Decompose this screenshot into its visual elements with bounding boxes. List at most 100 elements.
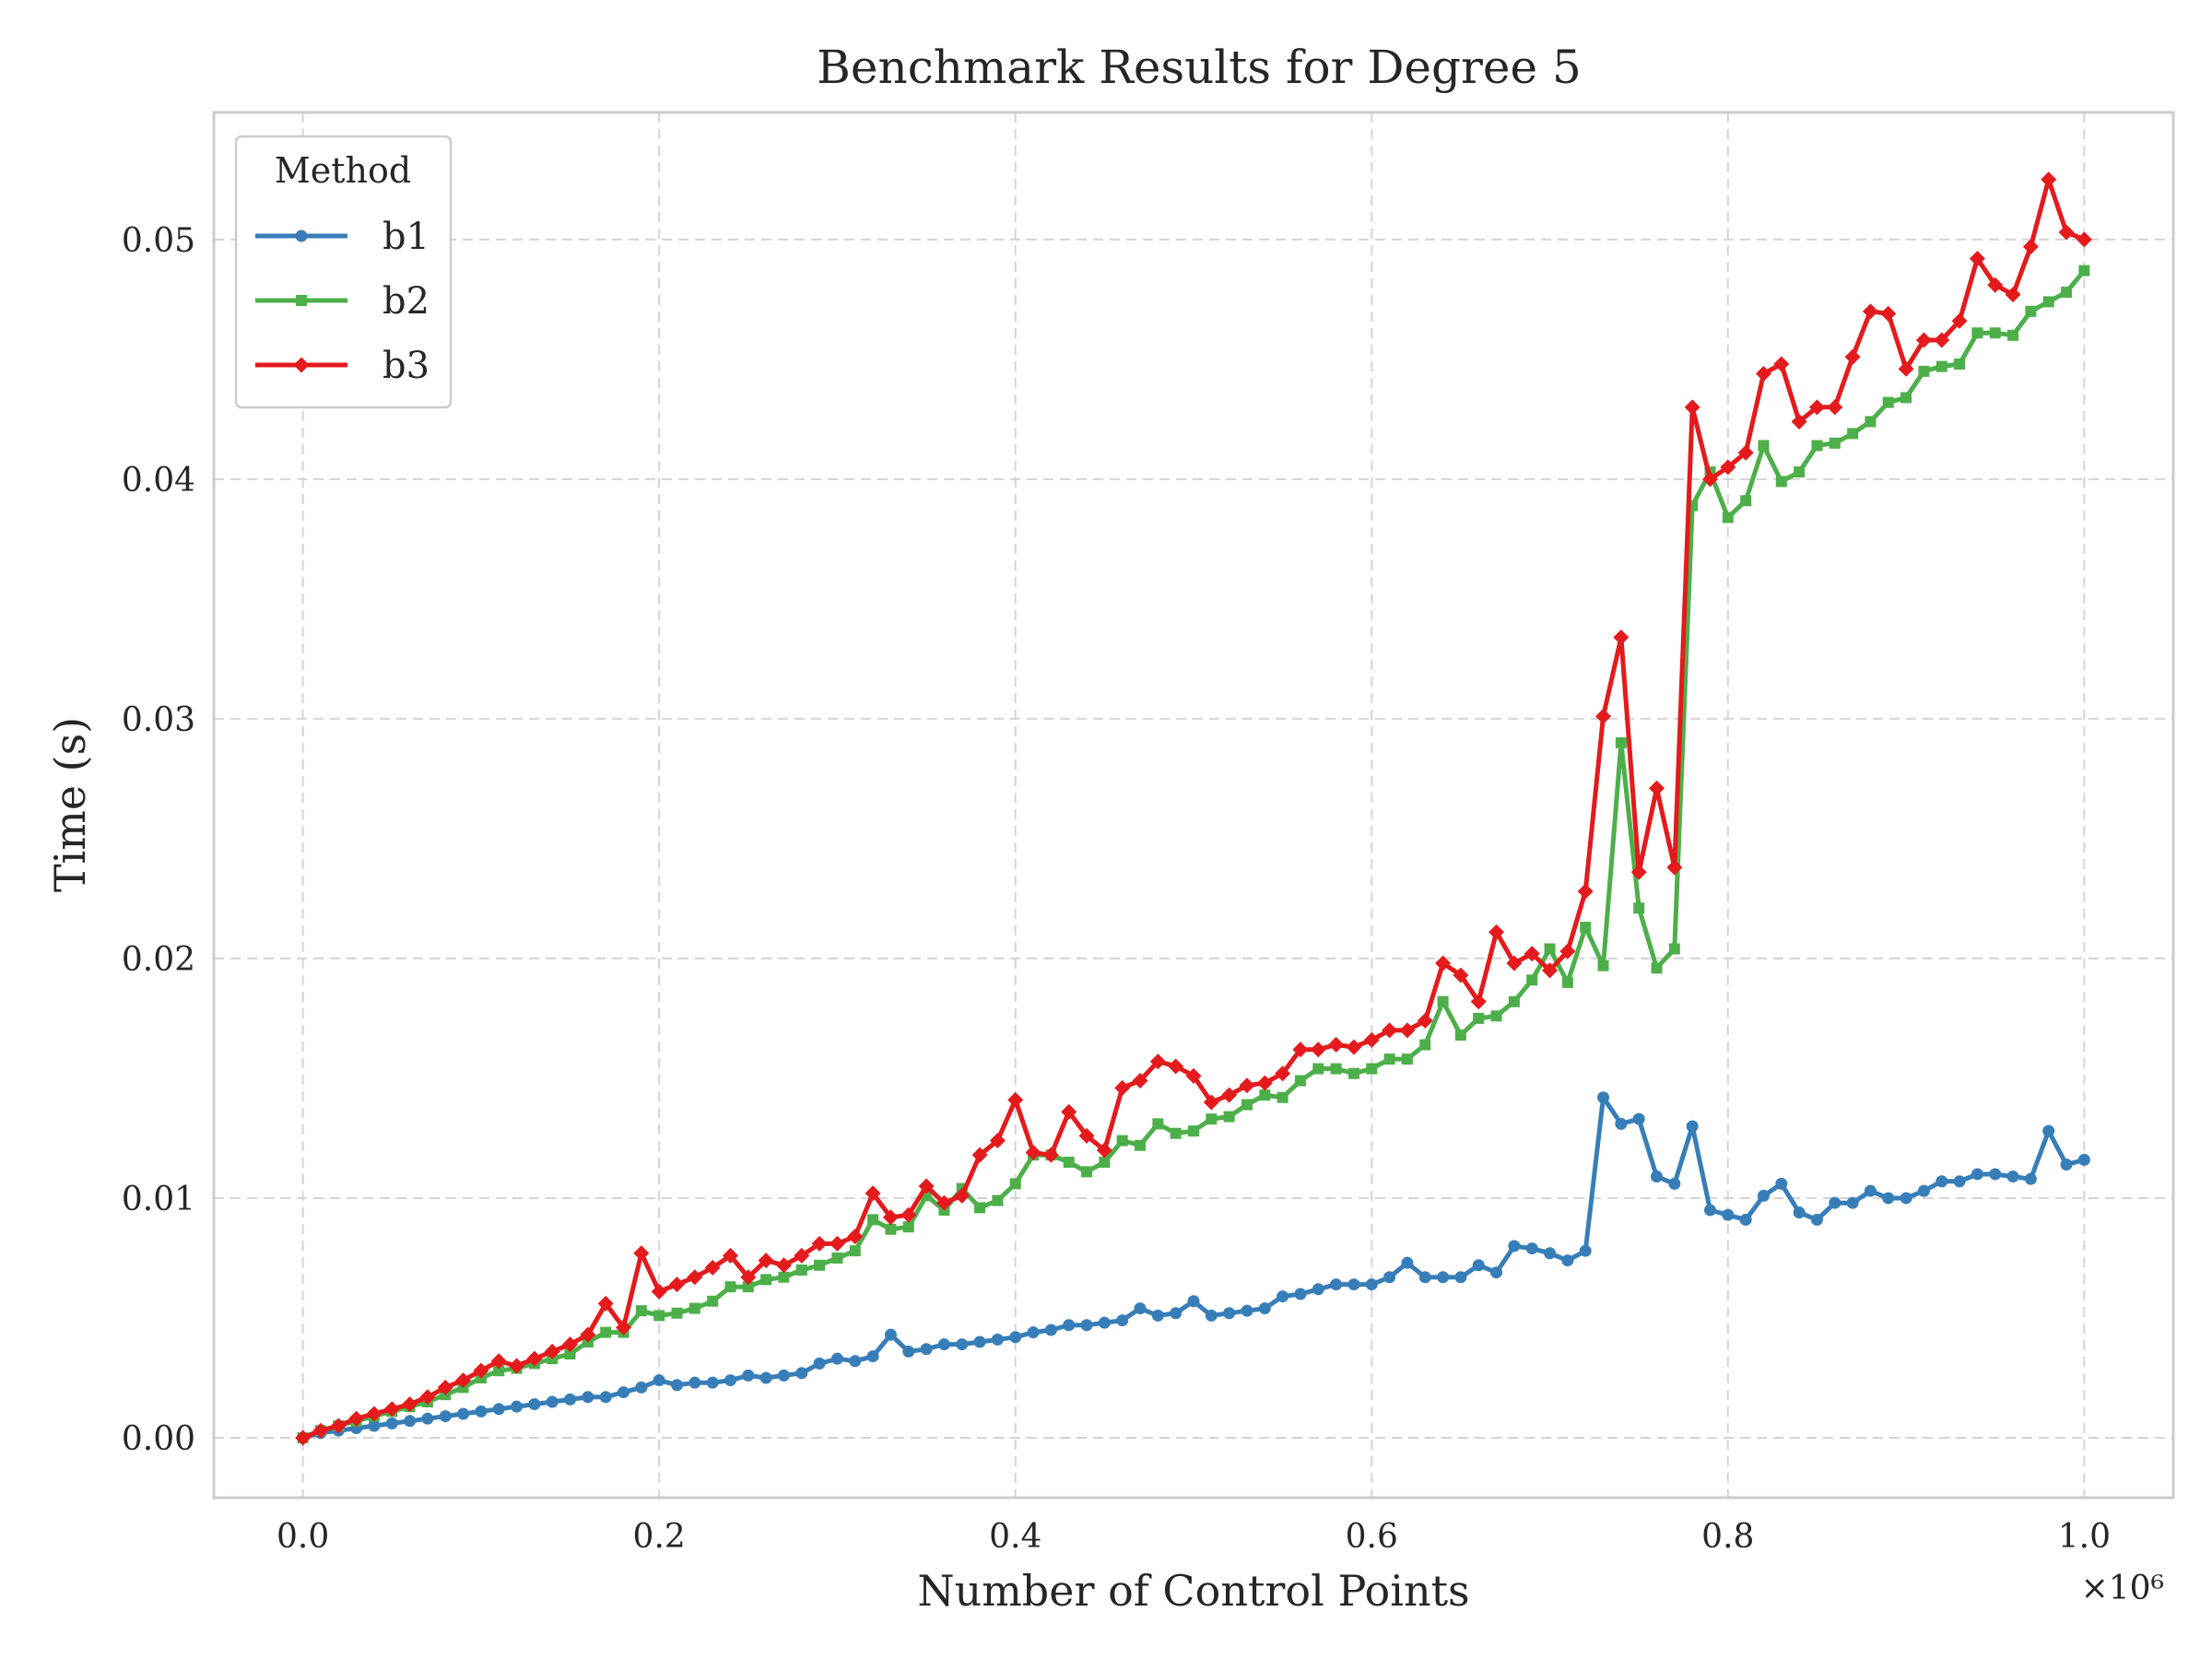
- data-point-b2: [2007, 329, 2019, 341]
- data-point-b3: [1328, 1037, 1345, 1053]
- data-point-b3: [1898, 360, 1914, 377]
- data-point-b2: [1971, 327, 1983, 339]
- data-point-b3: [1256, 1075, 1273, 1091]
- tick-labels: 0.0 0.2 0.4 0.6 0.8 1.0 0.00 0.01 0.02 0.03 0.04 0.…: [122, 222, 2111, 1556]
- data-point-b1: [1063, 1319, 1076, 1332]
- data-point-b3: [295, 1430, 312, 1446]
- data-point-b3: [1630, 864, 1647, 880]
- data-point-b3: [1185, 1067, 1202, 1084]
- data-point-b1: [724, 1374, 736, 1387]
- data-point-b1: [599, 1391, 612, 1404]
- data-point-b3: [935, 1194, 952, 1211]
- data-point-b3: [1363, 1031, 1380, 1048]
- data-point-b2: [1383, 1053, 1395, 1065]
- data-point-b1: [1651, 1171, 1664, 1183]
- data-point-b1: [404, 1415, 417, 1428]
- data-point-b2: [795, 1264, 807, 1276]
- legend-title: Method: [275, 150, 411, 191]
- data-point-b3: [473, 1362, 489, 1379]
- data-point-b3: [1951, 312, 1968, 329]
- legend-entry-b1: b1: [255, 216, 429, 258]
- data-point-b1: [1401, 1256, 1414, 1269]
- data-point-b2: [742, 1281, 754, 1293]
- data-point-b2: [1794, 466, 1806, 478]
- data-point-b1: [1900, 1192, 1912, 1205]
- data-point-b2: [1758, 440, 1770, 452]
- data-point-b1: [1258, 1302, 1271, 1315]
- data-point-b2: [2042, 296, 2054, 308]
- data-point-b1: [706, 1376, 719, 1389]
- data-point-b2: [688, 1302, 700, 1314]
- data-point-b1: [973, 1335, 986, 1348]
- data-point-b3: [1524, 946, 1540, 962]
- data-point-b3: [722, 1247, 738, 1264]
- data-point-b3: [348, 1410, 365, 1427]
- x-tick-label: 0.4: [989, 1518, 1041, 1556]
- data-point-b1: [492, 1403, 505, 1416]
- data-point-b3: [1292, 1041, 1309, 1058]
- data-point-b1: [546, 1395, 559, 1408]
- data-point-b3: [1453, 967, 1469, 983]
- data-point-b3: [954, 1187, 971, 1204]
- data-point-b2: [1882, 396, 1894, 408]
- data-point-b1: [759, 1371, 772, 1384]
- y-tick-label: 0.00: [122, 1420, 195, 1458]
- data-point-b3: [437, 1379, 453, 1395]
- data-point-b2: [1954, 359, 1966, 371]
- data-point-b3: [1221, 1087, 1238, 1103]
- data-point-b1: [1597, 1091, 1610, 1104]
- data-point-b3: [509, 1358, 525, 1374]
- data-point-b1: [1579, 1244, 1592, 1257]
- data-point-b1: [920, 1343, 933, 1356]
- data-point-b3: [633, 1245, 650, 1262]
- data-point-b3: [580, 1326, 596, 1343]
- data-point-b2: [707, 1295, 719, 1307]
- data-point-b1: [1027, 1326, 1040, 1339]
- data-point-b3: [829, 1235, 845, 1252]
- data-point-b1: [1472, 1259, 1485, 1272]
- data-point-b1: [1917, 1184, 1930, 1197]
- data-point-b3: [1542, 962, 1559, 979]
- x-axis-offset-label: ×10⁶: [2081, 1570, 2164, 1607]
- data-point-b3: [2058, 224, 2075, 241]
- data-point-b1: [1418, 1271, 1431, 1284]
- data-point-b2: [600, 1326, 612, 1338]
- data-point-b1: [635, 1381, 648, 1394]
- data-point-b2: [1473, 1012, 1485, 1024]
- data-point-b3: [2076, 231, 2092, 248]
- data-point-b3: [1061, 1103, 1077, 1120]
- x-axis-label: Number of Control Points: [917, 1566, 1469, 1616]
- data-point-b1: [457, 1407, 470, 1420]
- data-point-b3: [1275, 1065, 1291, 1082]
- data-point-b2: [760, 1274, 772, 1286]
- data-point-b2: [1580, 922, 1592, 934]
- data-point-b2: [1206, 1113, 1218, 1125]
- data-point-b1: [511, 1400, 524, 1413]
- data-point-b2: [778, 1271, 790, 1283]
- data-point-b1: [671, 1379, 684, 1392]
- data-point-b2: [1294, 1075, 1306, 1087]
- data-point-b1: [884, 1328, 897, 1341]
- data-point-b1: [1775, 1177, 1788, 1190]
- data-point-b1: [385, 1417, 398, 1430]
- data-point-b2: [1009, 1178, 1021, 1190]
- data-point-b2: [1668, 943, 1680, 955]
- data-point-b1: [1989, 1168, 2002, 1181]
- data-point-b1: [2024, 1172, 2037, 1185]
- data-point-b3: [1737, 444, 1754, 461]
- data-point-b1: [1098, 1316, 1111, 1329]
- gridlines: [214, 112, 2173, 1498]
- data-point-b3: [918, 1178, 935, 1194]
- data-point-b3: [1417, 1013, 1433, 1030]
- data-point-b3: [900, 1206, 917, 1223]
- data-point-b2: [1740, 495, 1752, 507]
- data-point-b1: [1757, 1189, 1770, 1202]
- data-point-b2: [849, 1245, 861, 1257]
- data-point-b2: [885, 1223, 897, 1235]
- data-point-b1: [1525, 1242, 1538, 1255]
- data-point-b1: [368, 1419, 381, 1432]
- data-point-b2: [1651, 962, 1663, 974]
- legend-box: [234, 135, 453, 409]
- data-point-b1: [813, 1357, 826, 1370]
- data-point-b2: [1508, 995, 1520, 1007]
